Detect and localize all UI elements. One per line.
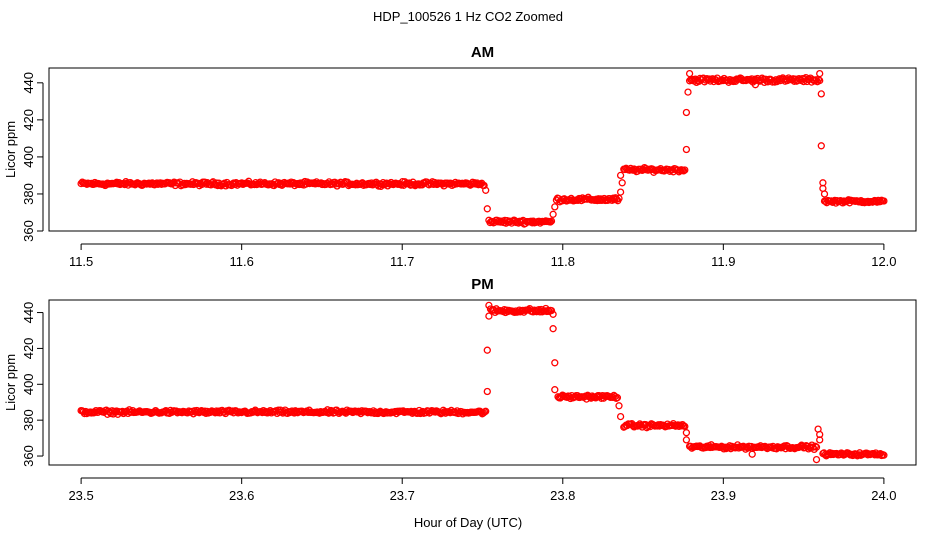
data-point (616, 171, 625, 180)
x-tick-label: 23.7 (390, 488, 415, 503)
x-tick-label: 11.6 (229, 254, 253, 269)
data-point (816, 436, 824, 444)
plot-frame (48, 299, 917, 466)
data-point (816, 69, 824, 78)
data-point (616, 188, 625, 196)
x-tick-label: 23.9 (711, 488, 736, 503)
data-point (480, 181, 488, 190)
data-point (483, 387, 491, 396)
y-tick-label: 400 (21, 373, 36, 395)
panel-title: PM (471, 276, 494, 293)
data-point (682, 436, 691, 444)
data-point (618, 179, 626, 187)
data-series (77, 301, 888, 464)
panel-title: AM (471, 44, 494, 61)
data-point (483, 346, 491, 354)
data-point (613, 394, 622, 402)
data-point (817, 90, 825, 98)
data-point (820, 190, 829, 198)
data-point (551, 386, 559, 394)
data-point (485, 301, 493, 310)
data-point (485, 312, 493, 320)
plot-frame (48, 67, 917, 232)
data-point (544, 306, 552, 315)
y-axis-label: Licor ppm (3, 354, 18, 411)
y-tick-label: 380 (21, 409, 36, 431)
data-point (483, 205, 491, 213)
data-point (547, 306, 556, 315)
data-point (615, 194, 623, 203)
data-point (816, 76, 824, 85)
data-point (681, 422, 689, 431)
data-point (549, 210, 557, 218)
y-tick-label: 360 (21, 445, 36, 467)
data-point (880, 197, 888, 205)
x-tick-label: 23.6 (229, 488, 254, 503)
data-series (77, 69, 888, 228)
data-point (751, 81, 760, 89)
x-tick-label: 11.8 (551, 254, 575, 269)
am-panel: AM 11.5 11.6 11.7 11.8 11.9 12.0 360 380 400 420 44… (3, 44, 917, 269)
y-tick-label: 420 (21, 338, 36, 360)
x-tick-label: 11.7 (390, 254, 414, 269)
x-tick-label: 11.9 (711, 254, 735, 269)
x-tick-label: 23.8 (550, 488, 575, 503)
data-point (817, 142, 825, 150)
y-tick-label: 440 (21, 72, 36, 94)
data-point (812, 455, 821, 464)
data-point (682, 108, 691, 117)
x-tick-label: 23.5 (68, 488, 93, 503)
x-tick-label: 11.5 (69, 254, 93, 269)
y-tick-label: 440 (21, 302, 36, 324)
x-axis-label: Hour of Day (UTC) (413, 515, 523, 530)
data-point (543, 307, 551, 316)
data-point (677, 422, 685, 430)
y-axis-label: Licor ppm (3, 121, 18, 178)
data-point (679, 167, 688, 175)
x-tick-label: 12.0 (871, 254, 896, 269)
y-tick-label: 380 (21, 183, 36, 205)
y-tick-label: 400 (21, 146, 36, 168)
figure-title: HDP_100526 1 Hz CO2 Zoomed (372, 9, 564, 24)
x-tick-label: 24.0 (871, 488, 896, 503)
data-point (549, 325, 557, 333)
data-point (685, 69, 694, 78)
data-point (551, 359, 559, 367)
data-point (482, 186, 490, 194)
data-point (482, 407, 490, 415)
data-point (682, 429, 691, 437)
data-point (547, 217, 556, 225)
data-point (812, 443, 821, 451)
data-point (748, 450, 756, 458)
data-point (880, 451, 888, 459)
data-point (551, 203, 559, 211)
data-point (684, 88, 692, 96)
y-tick-label: 420 (21, 109, 36, 131)
pm-panel: PM 23.5 23.6 23.7 23.8 23.9 24.0 360 380 400 420 44… (3, 276, 917, 503)
data-point (615, 402, 623, 410)
data-point (616, 412, 625, 421)
data-point (549, 310, 557, 318)
data-point (682, 145, 691, 154)
data-point (546, 218, 555, 226)
y-tick-label: 360 (21, 220, 36, 242)
data-point (811, 442, 819, 450)
data-point (681, 166, 689, 174)
